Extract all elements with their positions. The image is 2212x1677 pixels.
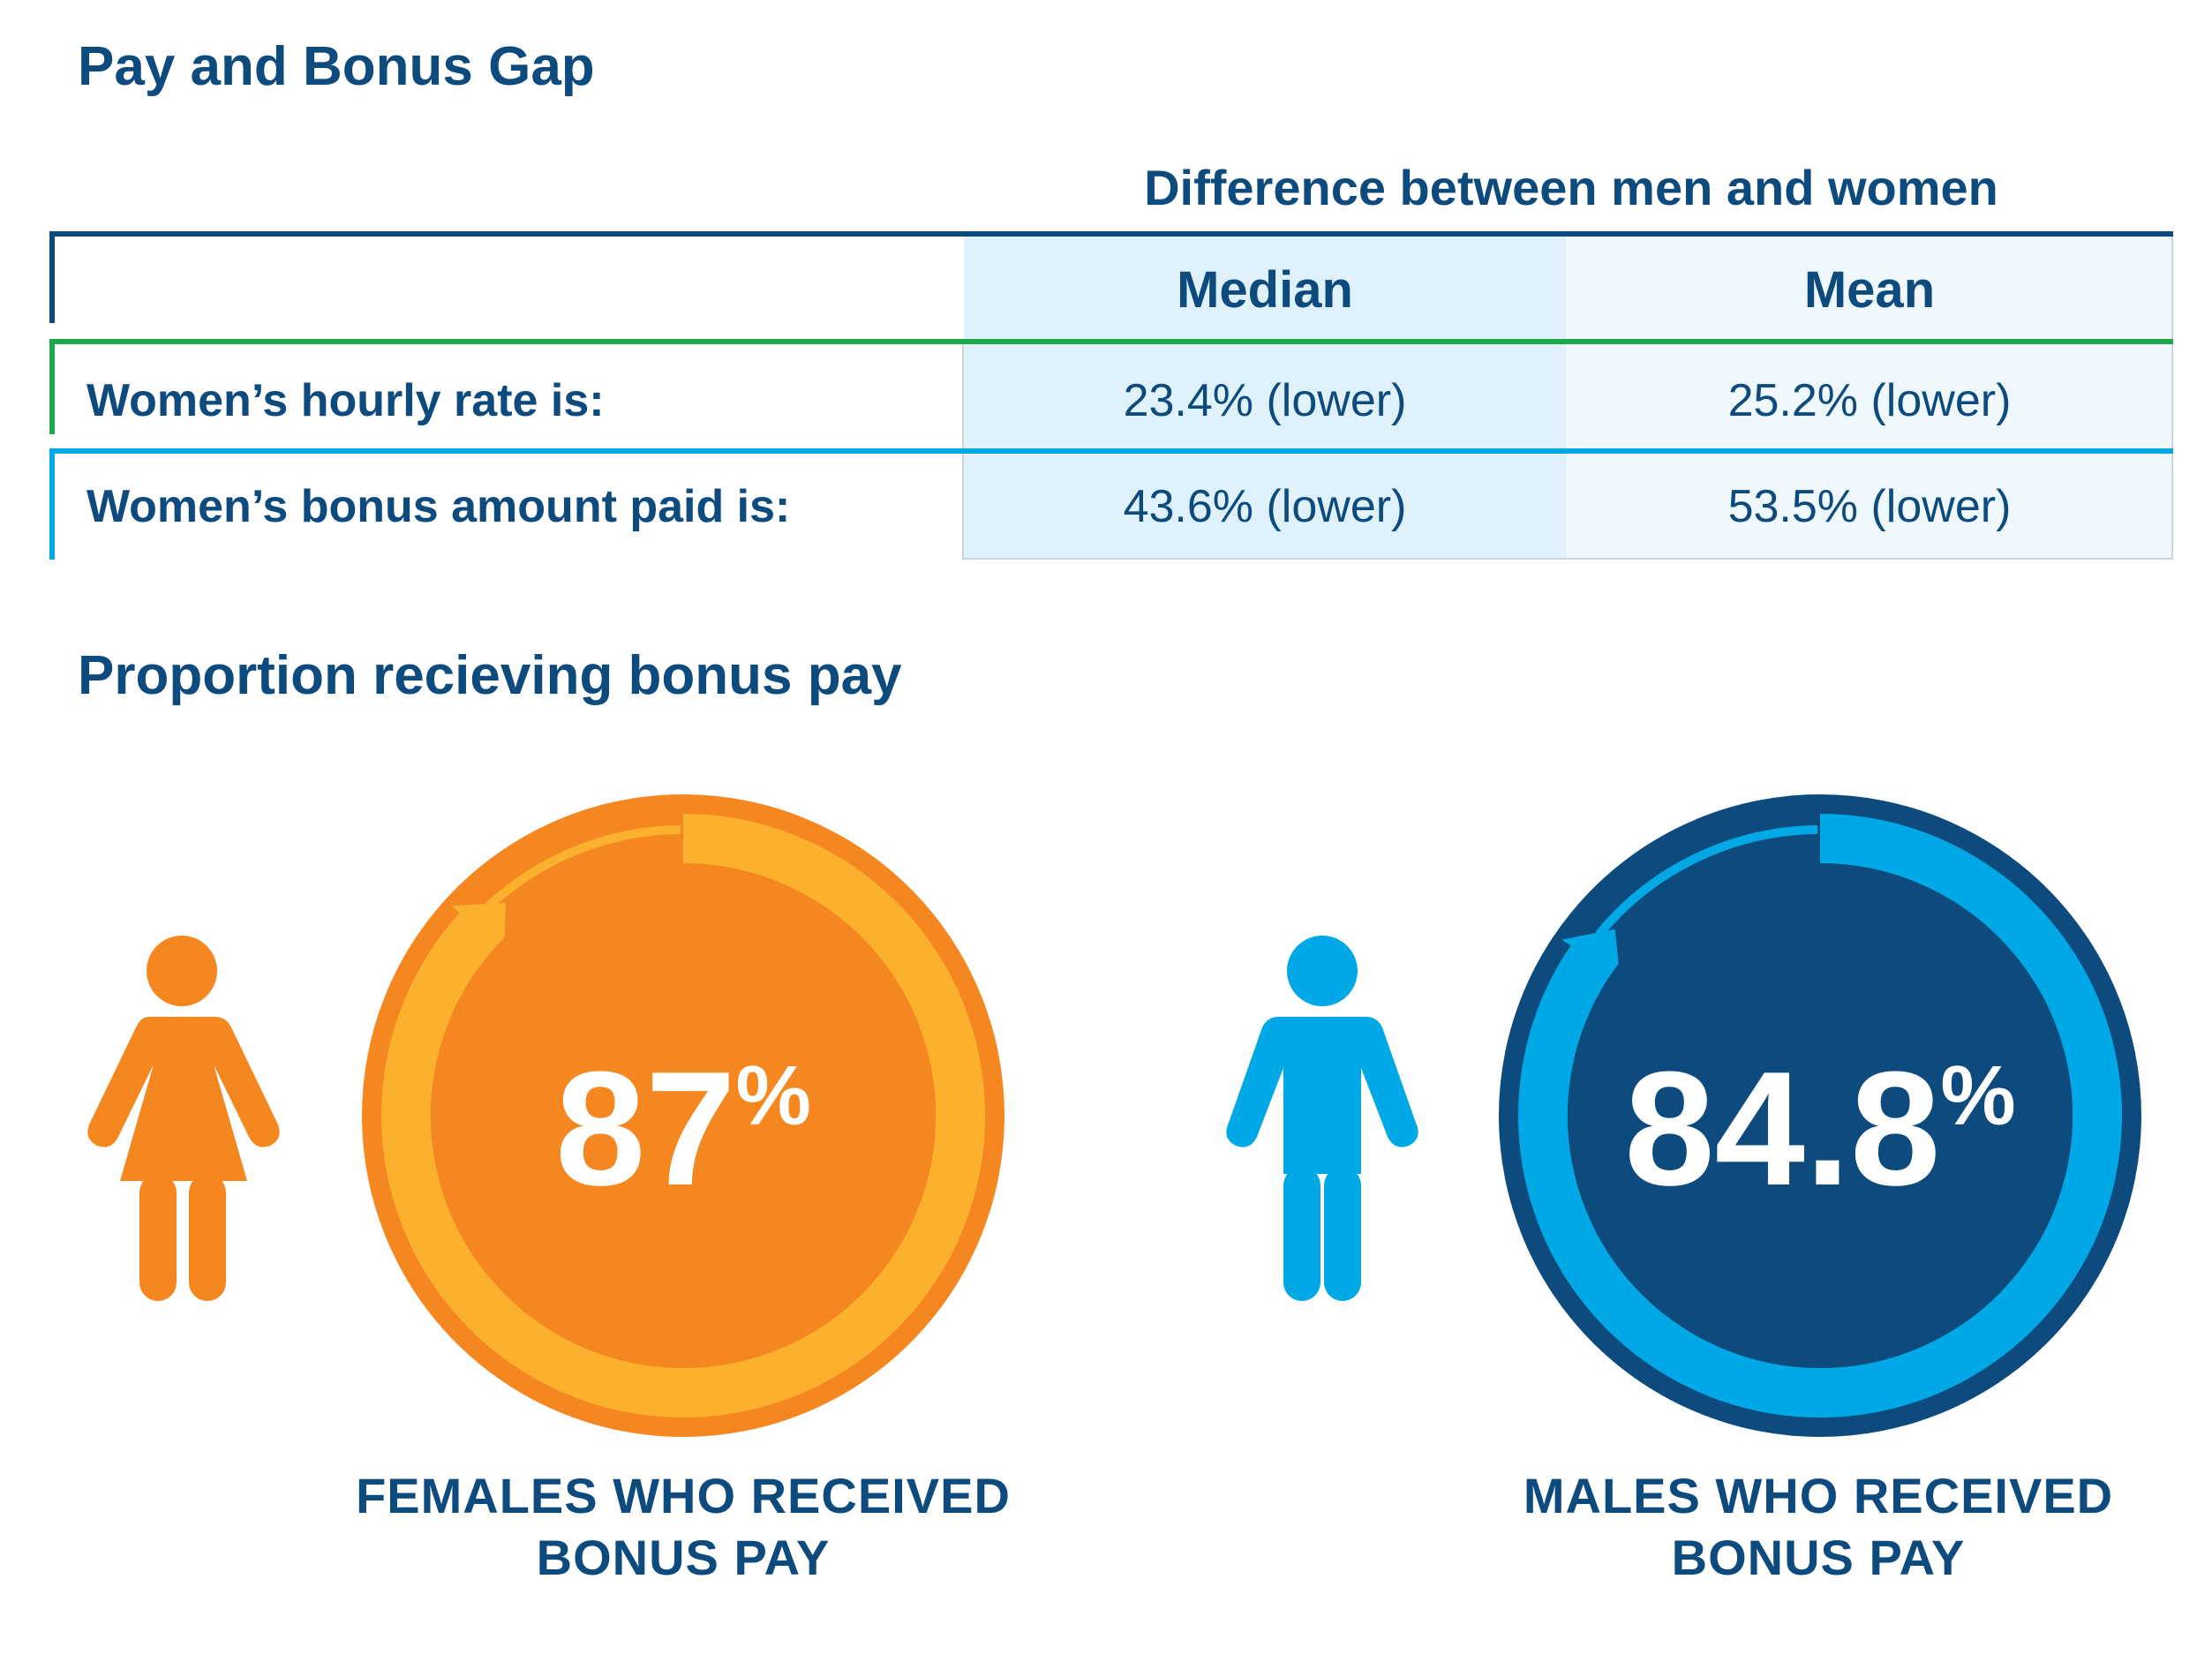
cell-hourly-median: 23.4% (lower) (1123, 375, 1407, 426)
male-figure-icon (1226, 936, 1418, 1301)
mean-column-bg (1566, 237, 2173, 560)
cell-bonus-median: 43.6% (lower) (1123, 481, 1407, 532)
female-figure-icon (87, 936, 280, 1301)
female-bonus-number: 87 (554, 1037, 736, 1219)
header-top-line (49, 231, 2173, 237)
male-ring-remainder-arc (1595, 825, 1818, 938)
male-ring-value-arc (1518, 814, 2122, 1418)
female-ring-value-arc (381, 814, 985, 1418)
female-bonus-ring-chart (362, 794, 1004, 1437)
row-label-bonus-amount: Women’s bonus amount paid is: (87, 481, 791, 532)
column-header-median: Median (1177, 261, 1353, 319)
male-bonus-caption: MALES WHO RECEIVED BONUS PAY (1462, 1465, 2175, 1589)
value-cells-bottom-border (962, 558, 2173, 560)
female-bonus-value: 87% (360, 1047, 1006, 1209)
column-header-mean: Mean (1803, 261, 1936, 319)
female-caption-line1: FEMALES WHO RECEIVED (356, 1468, 1011, 1523)
cell-bonus-mean: 53.5% (lower) (1727, 481, 2012, 532)
table-group-header: Difference between men and women (1144, 160, 1998, 215)
male-bonus-ring-chart (1499, 794, 2141, 1437)
female-ring-inner (431, 863, 936, 1368)
male-bonus-value: 84.8% (1497, 1047, 2143, 1209)
male-ring-inner (1568, 863, 2073, 1368)
female-bonus-percent-sign: % (735, 1049, 812, 1143)
female-caption-line2: BONUS PAY (536, 1530, 831, 1585)
male-ring-arrow-icon (1561, 929, 1621, 980)
female-bonus-caption: FEMALES WHO RECEIVED BONUS PAY (327, 1465, 1040, 1589)
row2-top-line (49, 448, 2173, 454)
male-bonus-percent-sign: % (1940, 1049, 2016, 1143)
header-left-line (49, 231, 55, 323)
row-label-hourly-rate: Women’s hourly rate is: (87, 375, 605, 426)
row2-left-line (49, 448, 55, 560)
row1-top-line (49, 339, 2173, 344)
male-caption-line2: BONUS PAY (1671, 1530, 1966, 1585)
value-cells-right-border (2171, 237, 2173, 560)
cell-hourly-mean: 25.2% (lower) (1727, 375, 2012, 426)
page-title: Pay and Bonus Gap (78, 36, 595, 97)
section-title-bonus-proportion: Proportion recieving bonus pay (78, 645, 902, 706)
female-ring-arrow-icon (451, 902, 506, 953)
female-ring-remainder-arc (485, 825, 681, 909)
male-bonus-number: 84.8 (1624, 1037, 1941, 1219)
row1-left-line (49, 339, 55, 434)
median-column-bg (964, 237, 1566, 560)
male-caption-line1: MALES WHO RECEIVED (1523, 1468, 2114, 1523)
